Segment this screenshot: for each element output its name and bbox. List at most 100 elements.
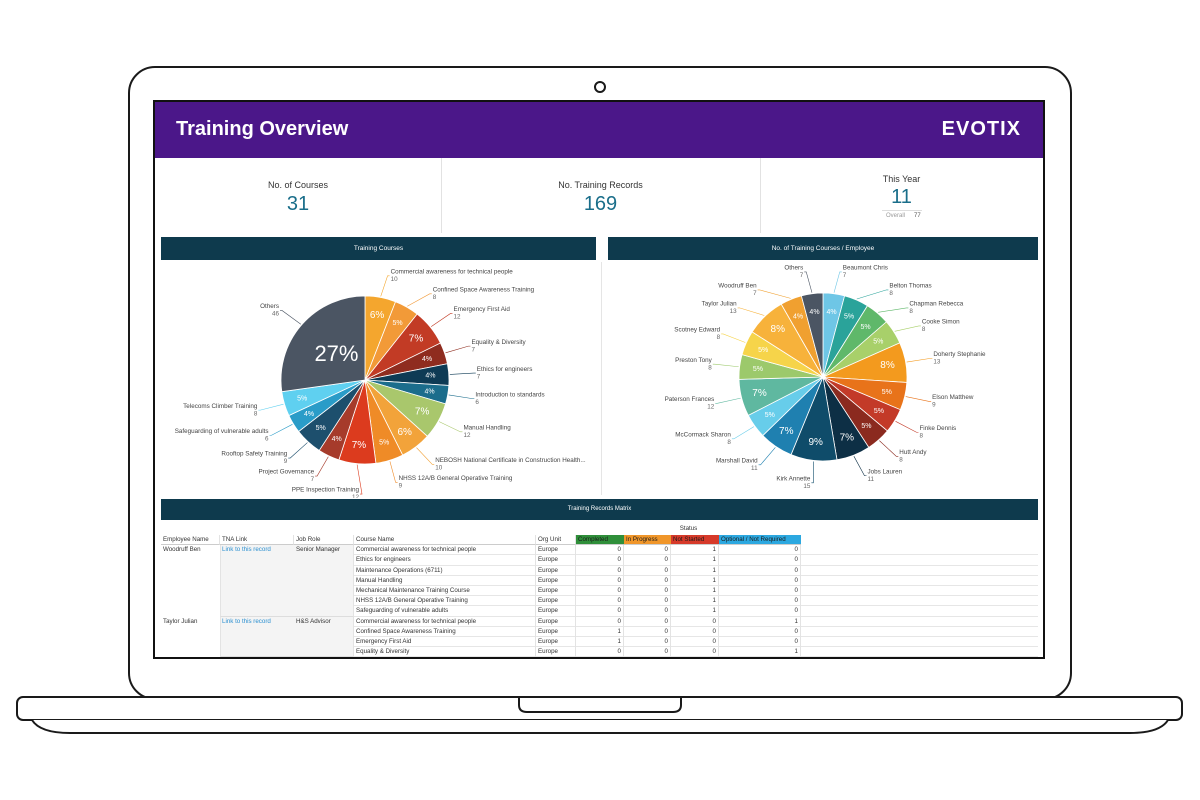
slice-label: Emergency First Aid xyxy=(454,306,511,313)
status-count: 0 xyxy=(624,555,671,566)
row-line xyxy=(354,605,1038,607)
slice-label: Woodruff Ben xyxy=(718,283,757,290)
chart-title: Training Courses xyxy=(161,237,596,260)
kpi-label: No. of Courses xyxy=(267,180,329,190)
slice-label: Belton Thomas xyxy=(889,283,931,290)
row-line xyxy=(354,636,1038,637)
leader-line xyxy=(811,461,814,484)
pie-slice xyxy=(280,295,366,393)
slice-label: Commercial awareness for technical peopl… xyxy=(391,268,514,275)
leader-line xyxy=(407,293,432,307)
header-title: Training Overview xyxy=(176,118,349,140)
slice-label: Cooke Simon xyxy=(922,319,960,326)
slice-label: Others xyxy=(260,303,279,310)
dashboard: Training Overview EVOTIX No. of Courses … xyxy=(155,102,1043,657)
status-count: 0 xyxy=(624,575,671,586)
course-name: NHSS 12A/B General Operative Training xyxy=(354,596,536,607)
status-count: 0 xyxy=(624,565,671,576)
status-count: 1 xyxy=(576,626,624,637)
leader-line xyxy=(879,440,899,457)
kpi-label: This Year xyxy=(882,174,921,184)
column-header: Org Unit xyxy=(536,535,576,546)
leader-line xyxy=(757,289,791,299)
status-count: 1 xyxy=(671,555,719,566)
group-cell-bg xyxy=(220,616,354,657)
column-header: Optional / Not Required xyxy=(719,535,801,546)
leader-line xyxy=(833,271,842,293)
row-line xyxy=(354,656,1038,657)
slice-percent: 7% xyxy=(352,440,367,451)
table-title: Training Records Matrix xyxy=(161,499,1038,520)
slice-value: 7 xyxy=(843,272,847,279)
status-count: 0 xyxy=(576,586,624,597)
slice-value: 7 xyxy=(800,272,804,279)
slice-value: 13 xyxy=(730,308,738,315)
row-line xyxy=(354,595,1038,597)
status-count: 1 xyxy=(671,545,719,556)
slice-percent: 7% xyxy=(779,426,794,437)
column-header: Course Name xyxy=(354,535,536,546)
slice-percent: 7% xyxy=(415,407,430,418)
kpi-sub-label: Overall xyxy=(886,213,906,219)
column-header: Not Started xyxy=(671,535,719,546)
slice-percent: 5% xyxy=(765,412,775,419)
slice-value: 8 xyxy=(433,294,437,301)
kpi-card: No. Training Records 169 xyxy=(441,158,761,233)
group-cell-bg xyxy=(220,545,354,617)
status-count: 0 xyxy=(719,545,801,556)
slice-value: 15 xyxy=(803,483,811,490)
slice-label: Preston Tony xyxy=(675,357,712,364)
slice-percent: 4% xyxy=(422,356,432,363)
pie-charts: 6%5%7%4%4%4%7%6%5%7%4%5%4%5%27%Commercia… xyxy=(175,265,986,498)
slice-percent: 5% xyxy=(297,395,307,402)
org-unit: Europe xyxy=(536,555,576,566)
tna-link[interactable]: Link to this record xyxy=(222,617,271,625)
slice-value: 12 xyxy=(454,314,462,321)
slice-label: Ethics for engineers xyxy=(477,366,533,373)
row-line xyxy=(354,625,1038,627)
slice-percent: 5% xyxy=(316,425,326,432)
header-bar: Training Overview EVOTIX xyxy=(155,102,1043,158)
employee-name: Woodruff Ben xyxy=(163,546,201,554)
slice-percent: 8% xyxy=(771,324,786,335)
course-name: Mechanical Maintenance Training Course xyxy=(354,586,536,597)
slice-value: 9 xyxy=(399,483,403,490)
slice-value: 12 xyxy=(352,494,360,498)
leader-line xyxy=(288,442,308,459)
status-count: 0 xyxy=(624,626,671,637)
course-name: Confined Space Awareness Training xyxy=(354,626,536,637)
status-count: 0 xyxy=(576,565,624,576)
pie-slice xyxy=(800,292,824,378)
slice-percent: 4% xyxy=(425,373,435,380)
slice-label: Doherty Stephanie xyxy=(933,351,986,358)
status-count: 0 xyxy=(624,616,671,627)
logo: EVOTIX xyxy=(941,118,1021,140)
leader-line xyxy=(758,447,776,466)
leader-line xyxy=(721,333,746,343)
org-unit: Europe xyxy=(536,616,576,627)
status-count: 1 xyxy=(671,606,719,617)
status-header: Status xyxy=(679,525,698,532)
slice-value: 7 xyxy=(477,373,481,380)
status-count: 0 xyxy=(624,545,671,556)
status-count: 0 xyxy=(671,647,719,657)
slice-value: 9 xyxy=(284,458,288,465)
status-count: 0 xyxy=(576,545,624,556)
kpi-card: No. of Courses 31 xyxy=(155,158,442,233)
slice-percent: 6% xyxy=(397,427,412,438)
slice-value: 7 xyxy=(471,346,475,353)
slice-percent: 4% xyxy=(826,309,836,316)
row-line xyxy=(354,646,1038,648)
slice-percent: 4% xyxy=(304,411,314,418)
slice-percent: 5% xyxy=(753,366,763,373)
status-count: 0 xyxy=(576,596,624,607)
slice-label: Elson Matthew xyxy=(932,394,974,401)
status-count: 0 xyxy=(624,647,671,657)
slice-percent: 5% xyxy=(379,439,389,446)
leader-line xyxy=(431,313,453,327)
tna-link[interactable]: Link to this record xyxy=(222,546,271,554)
status-count: 0 xyxy=(719,626,801,637)
row-line xyxy=(354,554,1038,556)
status-count: 0 xyxy=(624,637,671,648)
